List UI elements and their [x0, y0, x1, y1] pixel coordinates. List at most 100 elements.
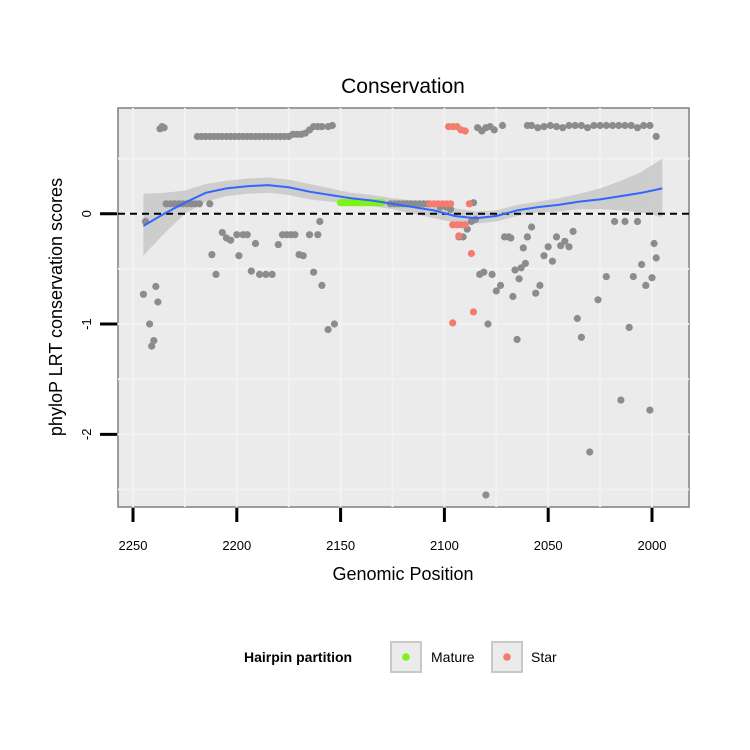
point-other — [534, 124, 542, 132]
x-tick-label: 2050 — [534, 538, 563, 553]
point-other — [540, 252, 548, 260]
point-other — [532, 289, 540, 297]
point-other — [540, 123, 548, 131]
x-tick-label: 2100 — [430, 538, 459, 553]
point-other — [330, 320, 338, 328]
point-star — [461, 127, 469, 135]
point-other — [139, 290, 147, 298]
point-other — [584, 124, 592, 132]
point-star — [447, 200, 455, 208]
point-other — [218, 228, 226, 237]
point-other — [546, 121, 554, 130]
point-other — [148, 342, 156, 350]
point-other — [274, 241, 282, 249]
point-other — [152, 282, 160, 291]
legend-title: Hairpin partition — [244, 649, 352, 665]
point-other — [652, 132, 660, 141]
point-other — [544, 243, 552, 251]
point-other — [498, 121, 507, 130]
point-other — [528, 223, 536, 231]
point-other — [646, 121, 654, 130]
point-other — [528, 121, 536, 130]
legend-label-star: Star — [531, 649, 557, 665]
plot-panel — [117, 107, 690, 508]
point-other — [243, 231, 251, 239]
point-other — [247, 267, 255, 275]
legend-key-star — [503, 653, 511, 661]
point-other — [509, 292, 517, 301]
point-other — [490, 126, 498, 134]
point-other — [652, 254, 660, 262]
point-other — [617, 396, 625, 404]
point-other — [482, 491, 490, 499]
point-other — [642, 281, 650, 289]
point-other — [648, 274, 656, 282]
point-other — [160, 124, 168, 132]
point-other — [480, 268, 488, 276]
point-other — [507, 234, 515, 242]
point-other — [314, 231, 322, 239]
x-tick-label: 2200 — [222, 538, 251, 553]
point-other — [565, 121, 573, 130]
point-star — [467, 249, 475, 258]
point-other — [251, 239, 260, 248]
point-other — [227, 236, 235, 244]
x-tick-label: 2000 — [638, 538, 667, 553]
point-other — [621, 121, 629, 130]
smooth-line-layer — [142, 184, 663, 227]
point-other — [615, 121, 623, 130]
point-other — [586, 448, 594, 456]
point-other — [536, 281, 544, 289]
point-other — [328, 121, 336, 130]
point-other — [146, 320, 154, 328]
point-other — [573, 314, 581, 323]
point-other — [596, 121, 604, 130]
point-other — [640, 121, 648, 130]
point-other — [235, 252, 243, 260]
point-other — [552, 233, 561, 241]
point-other — [515, 275, 523, 283]
point-other — [521, 259, 530, 267]
point-other — [291, 231, 299, 239]
point-star — [449, 319, 457, 327]
y-tick-label: 0 — [79, 210, 94, 217]
point-other — [609, 121, 617, 130]
point-other — [318, 123, 326, 131]
point-other — [488, 270, 496, 278]
x-tick-label: 2150 — [326, 538, 355, 553]
point-other — [594, 296, 602, 304]
point-other — [621, 217, 629, 226]
point-other — [511, 266, 519, 274]
point-other — [577, 333, 586, 341]
point-other — [484, 320, 492, 328]
y-axis-title: phyloP LRT conservation scores — [46, 178, 66, 436]
point-other — [571, 121, 579, 130]
point-other — [638, 260, 646, 269]
point-star — [461, 221, 469, 229]
point-other — [561, 237, 569, 245]
point-other — [447, 205, 455, 213]
point-other — [324, 326, 332, 334]
point-other — [569, 227, 577, 235]
point-star — [455, 232, 463, 240]
point-other — [627, 121, 635, 130]
point-other — [268, 270, 276, 278]
point-other — [633, 217, 642, 226]
point-other — [318, 281, 326, 289]
point-other — [208, 251, 216, 259]
point-other — [602, 273, 610, 281]
point-other — [154, 298, 162, 306]
point-other — [316, 217, 324, 226]
point-other — [206, 200, 214, 208]
point-other — [150, 337, 158, 345]
point-other — [262, 270, 270, 278]
point-other — [633, 124, 642, 132]
legend-label-mature: Mature — [431, 649, 475, 665]
point-other — [625, 323, 633, 331]
point-other — [471, 215, 480, 223]
point-other — [212, 270, 220, 278]
point-other — [519, 244, 527, 252]
legend: Hairpin partition Mature Star — [244, 641, 557, 673]
point-other — [565, 243, 573, 251]
